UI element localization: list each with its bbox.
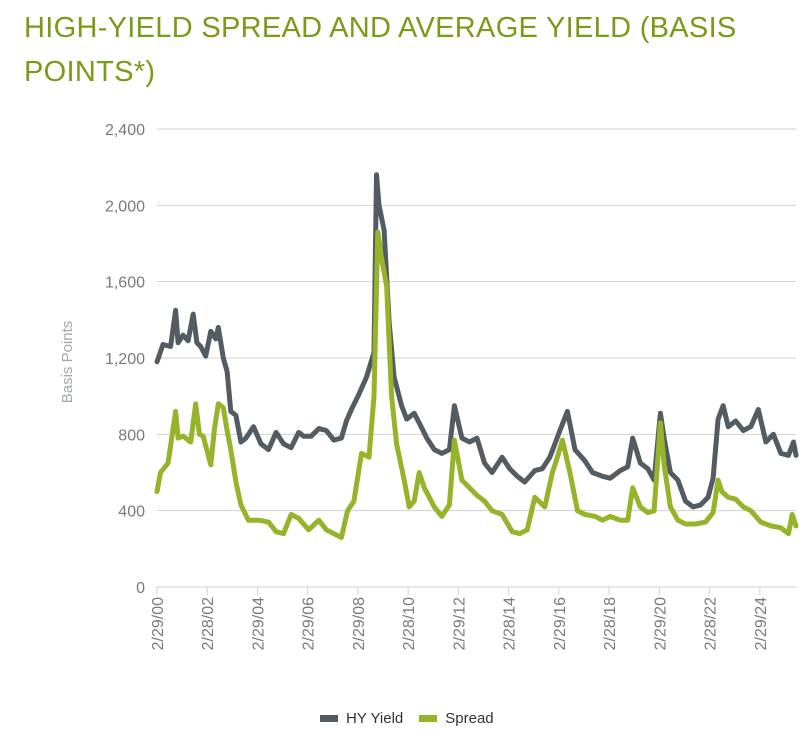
x-tick-label: 2/28/10 bbox=[401, 597, 418, 650]
y-tick-label: 400 bbox=[118, 504, 145, 521]
y-tick-label: 2,400 bbox=[105, 122, 145, 139]
y-tick-label: 800 bbox=[118, 427, 145, 444]
x-tick-label: 2/28/02 bbox=[200, 597, 217, 650]
x-tick-label: 2/29/00 bbox=[150, 597, 167, 650]
legend-label-hy-yield: HY Yield bbox=[346, 710, 404, 727]
series-lines bbox=[154, 172, 799, 540]
y-tick-label: 0 bbox=[136, 580, 145, 597]
gridlines bbox=[156, 128, 796, 595]
x-tick-label: 2/29/12 bbox=[451, 597, 468, 650]
y-axis-label: Basis Points bbox=[59, 321, 76, 404]
legend-item-spread: Spread bbox=[419, 710, 494, 727]
legend: HY Yield Spread bbox=[320, 710, 510, 727]
y-axis-ticks: 0 400 800 1,200 1,600 2,000 2,400 bbox=[105, 122, 145, 597]
x-tick-label: 2/28/22 bbox=[703, 597, 720, 650]
x-tick-label: 2/29/20 bbox=[652, 597, 669, 650]
x-tick-label: 2/29/04 bbox=[250, 597, 267, 650]
legend-item-hy-yield: HY Yield bbox=[320, 710, 403, 727]
x-axis-ticks: 2/29/00 2/28/02 2/29/04 2/29/06 2/29/08 2/28/… bbox=[150, 597, 770, 650]
hy-yield-line bbox=[154, 172, 799, 510]
x-tick-label: 2/29/16 bbox=[552, 597, 569, 650]
x-tick-label: 2/29/06 bbox=[301, 597, 318, 650]
legend-swatch-spread bbox=[419, 715, 438, 722]
legend-label-spread: Spread bbox=[445, 710, 494, 727]
x-tick-label: 2/28/18 bbox=[602, 597, 619, 650]
y-tick-label: 1,600 bbox=[105, 275, 145, 292]
legend-swatch-hy-yield bbox=[320, 715, 338, 722]
y-tick-label: 2,000 bbox=[105, 198, 145, 215]
x-tick-label: 2/29/08 bbox=[351, 597, 368, 650]
x-tick-label: 2/28/14 bbox=[502, 597, 519, 650]
x-tick-label: 2/29/24 bbox=[753, 597, 770, 650]
spread-line bbox=[154, 229, 799, 540]
y-tick-label: 1,200 bbox=[105, 351, 145, 368]
chart-title: HIGH-YIELD SPREAD AND AVERAGE YIELD (BAS… bbox=[24, 12, 737, 88]
